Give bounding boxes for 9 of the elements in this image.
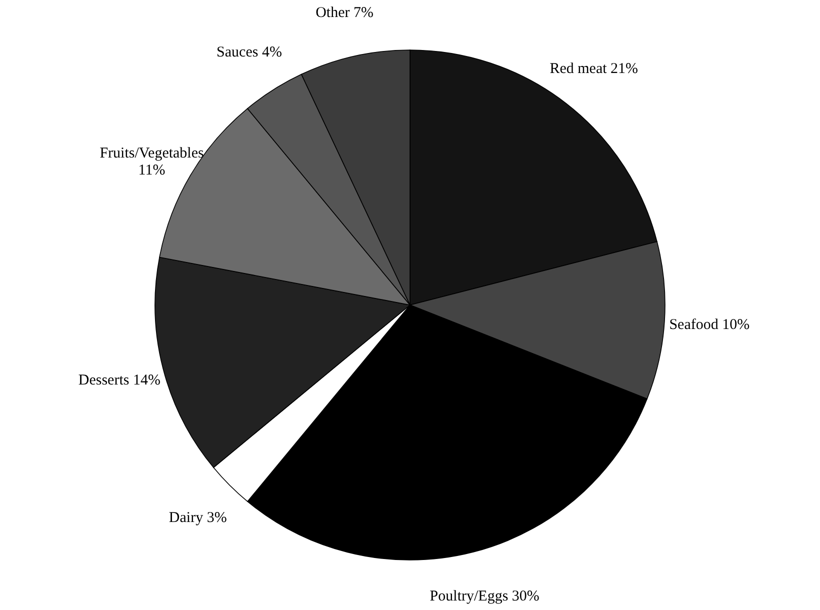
slice-label: Desserts 14% [78, 372, 160, 389]
slice-label: Dairy 3% [168, 510, 227, 526]
slice-label: Fruits/Vegetables [100, 145, 204, 162]
slice-label: Poultry/Eggs 30% [430, 588, 540, 605]
slice-label: Other 7% [316, 5, 374, 22]
data-label: 11% [138, 162, 166, 178]
slice-label: Seafood 10% [669, 316, 750, 333]
slice-label: Red meat 21% [550, 60, 638, 77]
slice-label: Sauces 4% [216, 44, 282, 61]
